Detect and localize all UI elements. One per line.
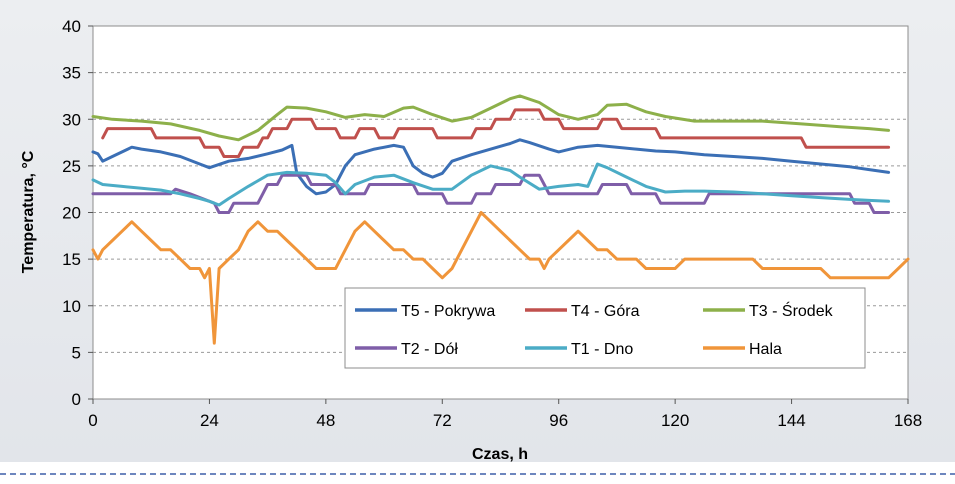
series-line-t1-dno: [91, 162, 891, 207]
x-tick-label: 96: [549, 411, 568, 430]
legend-box: [344, 287, 866, 369]
legend-label: T5 - Pokrywa: [401, 303, 495, 320]
series-line-t3-rodek: [91, 94, 891, 142]
y-tick-label: 30: [62, 110, 81, 129]
series-line-t5-pokrywa: [91, 138, 891, 196]
series-line-hala: [91, 211, 910, 345]
x-tick-label: 144: [777, 411, 805, 430]
x-axis-label: Czas, h: [472, 446, 528, 463]
legend-label: Hala: [749, 341, 782, 358]
y-tick-label: 15: [62, 250, 81, 269]
legend-label: T2 - Dół: [401, 341, 458, 358]
legend-label: T3 - Środek: [749, 301, 834, 320]
y-tick-label: 20: [62, 204, 81, 223]
x-tick-label: 0: [88, 411, 97, 430]
y-tick-label: 5: [72, 343, 81, 362]
legend-label: T4 - Góra: [571, 303, 640, 320]
x-tick-label: 48: [316, 411, 335, 430]
y-axis-label: Temperatura, °C: [20, 150, 37, 273]
legend-label: T1 - Dno: [571, 341, 633, 358]
series-line-t4-g-ra: [101, 108, 891, 158]
y-tick-label: 0: [72, 390, 81, 409]
y-tick-label: 10: [62, 297, 81, 316]
x-tick-label: 72: [433, 411, 452, 430]
series-line-t2-d: [91, 173, 891, 214]
x-tick-label: 120: [661, 411, 689, 430]
y-tick-label: 40: [62, 17, 81, 36]
x-tick-label: 24: [200, 411, 219, 430]
y-tick-label: 25: [62, 157, 81, 176]
x-tick-label: 168: [894, 411, 922, 430]
y-tick-label: 35: [62, 64, 81, 83]
